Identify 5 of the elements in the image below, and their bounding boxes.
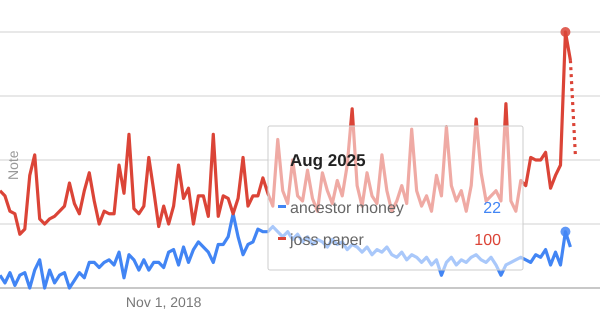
text: Nov 1, 2018 — [126, 294, 202, 310]
legend-title: Aug 2025 — [290, 151, 366, 170]
annotation: 100 — [474, 232, 502, 249]
annotation: Note — [5, 150, 21, 180]
annotation: 22 — [483, 200, 502, 217]
